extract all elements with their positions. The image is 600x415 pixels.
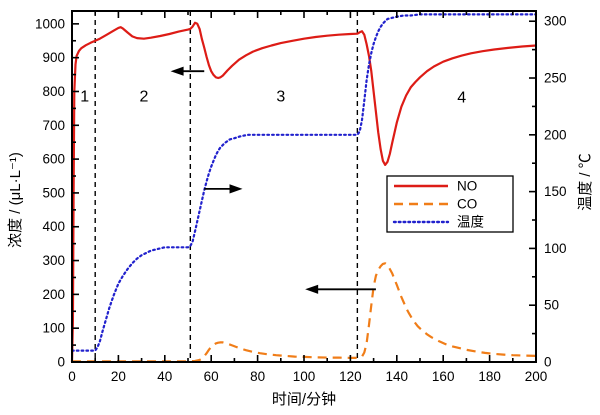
y-left-tick-label: 900: [42, 50, 65, 65]
x-tick-label: 200: [525, 369, 548, 384]
x-axis-title: 时间/分钟: [272, 391, 336, 408]
y-right-tick-label: 100: [544, 241, 567, 256]
arrow-head-3: [305, 284, 319, 294]
y-left-tick-label: 500: [42, 185, 65, 200]
y-right-tick-label: 200: [544, 127, 567, 142]
y-left-tick-label: 100: [42, 321, 65, 336]
x-tick-label: 80: [250, 369, 265, 384]
y-right-tick-label: 150: [544, 184, 567, 199]
series-line-温度: [70, 13, 538, 352]
y-left-tick-label: 600: [42, 152, 65, 167]
y-right-tick-label: 0: [544, 355, 552, 370]
x-tick-label: 60: [204, 369, 219, 384]
series-line-CO: [72, 262, 537, 363]
x-tick-label: 0: [68, 369, 76, 384]
stage-label-3: 3: [276, 89, 285, 106]
x-tick-label: 140: [386, 369, 409, 384]
y-left-tick-label: 1000: [35, 16, 65, 31]
y-right-tick-label: 300: [544, 14, 567, 29]
chart-axes: 0 20 40 60 80 100 120 140 160 180 2000100200300400…: [35, 10, 567, 384]
series-line-NO: [70, 21, 537, 363]
y-right-tick-label: 250: [544, 71, 567, 86]
x-tick-label: 180: [478, 369, 501, 384]
arrow-head-1: [170, 66, 184, 76]
chart-generated-over: 1 2 3 4 NO CO 温度: [80, 66, 514, 294]
y-right-axis-title: 温度 / ℃: [577, 153, 594, 211]
x-tick-label: 100: [293, 369, 316, 384]
legend-label-NO: NO: [457, 179, 477, 194]
x-tick-label: 20: [111, 369, 126, 384]
legend-label-CO: CO: [457, 197, 477, 212]
stage-label-1: 1: [80, 89, 89, 106]
y-left-tick-label: 400: [42, 219, 65, 234]
y-left-tick-label: 800: [42, 84, 65, 99]
y-left-tick-label: 300: [42, 253, 65, 268]
stage-label-4: 4: [457, 90, 466, 107]
chart-generated-under: [70, 11, 538, 363]
x-tick-label: 40: [157, 369, 172, 384]
y-left-axis-title: 浓度 / (μL·L⁻¹): [7, 152, 24, 248]
y-right-tick-label: 50: [544, 298, 559, 313]
x-tick-label: 120: [339, 369, 362, 384]
arrow-head-2: [229, 184, 243, 194]
stage-label-2: 2: [139, 89, 148, 106]
y-left-tick-label: 200: [42, 287, 65, 302]
legend-label-温度: 温度: [457, 215, 484, 230]
y-left-tick-label: 700: [42, 118, 65, 133]
legend-box: [386, 175, 514, 233]
y-left-tick-label: 0: [57, 355, 65, 370]
x-tick-label: 160: [432, 369, 455, 384]
